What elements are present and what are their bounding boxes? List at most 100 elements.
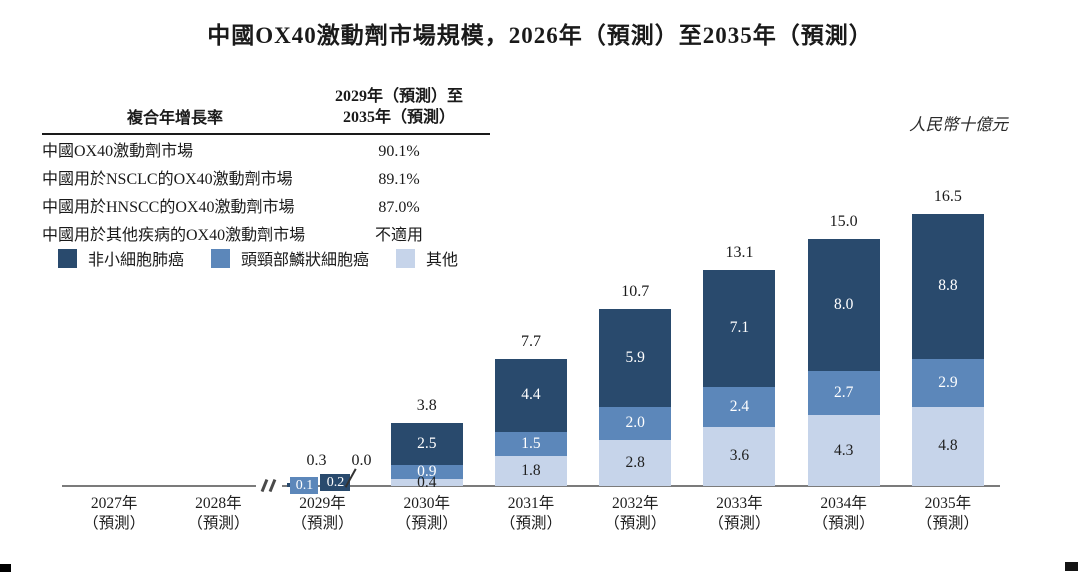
x-axis-label: 2027年 （預測） — [83, 495, 146, 532]
row-value: 89.1% — [378, 171, 420, 188]
bar-segment: 4.4 — [494, 358, 567, 432]
bar-segment: 2.8 — [599, 439, 672, 486]
cagr-period-line2: 2035年（預測） — [342, 109, 455, 126]
legend-swatch-icon — [211, 248, 231, 268]
bar-segment-label: 4.4 — [521, 386, 541, 404]
bar-total-label: 7.7 — [520, 332, 541, 350]
scan-artifact-bottom-left — [0, 564, 11, 572]
bar-segment: 1.5 — [494, 431, 567, 457]
table-row: 中國用於HNSCC的OX40激動劑市場 87.0% — [42, 196, 490, 219]
cagr-column-header: 複合年增長率 — [126, 110, 223, 127]
legend-label: 非小細胞肺癌 — [88, 252, 185, 269]
bar-segment: 8.0 — [807, 238, 880, 371]
bar-segment-label: 0.4 — [417, 473, 437, 491]
callout-chip-nsclc: 0.2 — [320, 474, 351, 491]
table-row: 中國OX40激動劑市場 90.1% — [42, 140, 490, 163]
cagr-period-line1: 2029年（預測）至 — [334, 88, 463, 105]
bar-segment-label: 2.4 — [729, 397, 750, 415]
bar-total-label: 15.0 — [829, 212, 858, 230]
axis-break-icon — [256, 479, 282, 493]
chart-column: 2035年 （預測） 8.8 2.9 4.8 16.5 — [896, 180, 1000, 532]
legend-item-nsclc: 非小細胞肺癌 — [58, 246, 184, 270]
bar-segment-label: 4.8 — [938, 437, 958, 455]
legend-swatch-icon — [396, 248, 416, 268]
x-axis-label: 2031年 （預測） — [499, 495, 562, 532]
bar-segment: 2.7 — [807, 370, 880, 416]
bar-stack: 7.1 2.4 3.6 — [703, 269, 776, 486]
bar-segment-label: 2.9 — [938, 373, 958, 391]
cagr-period-header: 2029年（預測）至 2035年（預測） — [308, 86, 490, 128]
bar-segment-label: 7.1 — [729, 319, 750, 337]
chart-title: 中國OX40激動劑市場規模，2026年（預測）至2035年（預測） — [207, 23, 873, 48]
cagr-table: 複合年增長率 2029年（預測）至 2035年（預測） 中國OX40激動劑市場 … — [42, 86, 490, 247]
bar-segment: 2.5 — [390, 423, 463, 465]
row-value: 90.1% — [378, 143, 420, 160]
legend-swatch-icon — [58, 248, 77, 268]
bar-total-label: 10.7 — [621, 283, 650, 301]
bar-segment: 8.8 — [911, 213, 984, 359]
legend-item-hnscc: 頭頸部鱗狀細胞癌 — [211, 246, 369, 270]
row-label: 中國用於NSCLC的OX40激動劑市場 — [42, 171, 293, 188]
bar-segment: 0.4 — [390, 474, 463, 491]
bar-segment-label: 0.9 — [417, 462, 437, 480]
bar-segment-label: 1.5 — [521, 434, 541, 452]
bar-segment-label: 2.8 — [625, 453, 645, 471]
unit-label: 人民幣十億元 — [909, 115, 1008, 134]
scan-artifact-bottom-right — [1065, 562, 1078, 571]
bar-stack: 8.8 2.9 4.8 — [911, 213, 984, 486]
x-axis-label: 2033年 （預測） — [708, 495, 771, 532]
bar-segment: 2.0 — [599, 406, 672, 440]
bar-segment-label: 8.8 — [938, 277, 958, 295]
bar-segment: 4.3 — [807, 415, 880, 486]
legend-item-other: 其他 — [396, 246, 458, 270]
row-value: 87.0% — [378, 199, 420, 216]
legend-label: 其他 — [426, 252, 459, 269]
table-row: 中國用於其他疾病的OX40激動劑市場 不適用 — [42, 224, 490, 247]
x-axis-label: 2029年 （預測） — [291, 495, 354, 532]
bar-segment-label: 8.0 — [833, 295, 854, 313]
chart-column: 2034年 （預測） 8.0 2.7 4.3 15.0 — [792, 180, 896, 532]
bar-segment: 3.6 — [703, 426, 776, 486]
bar-segment-label: 2.7 — [833, 383, 854, 401]
chart-legend: 非小細胞肺癌 頭頸部鱗狀細胞癌 其他 — [58, 246, 458, 270]
chart-column: 2028年 （預測） — [166, 180, 270, 532]
chart-column: 2033年 （預測） 7.1 2.4 3.6 13.1 — [687, 180, 791, 532]
x-axis-label: 2028年 （預測） — [187, 495, 250, 532]
bar-stack: 4.4 1.5 1.8 — [494, 358, 567, 486]
bar-segment: 0.9 — [390, 462, 463, 480]
x-axis-line — [62, 485, 1000, 487]
row-label: 中國用於其他疾病的OX40激動劑市場 — [42, 227, 306, 244]
x-axis-label: 2030年 （預測） — [395, 495, 458, 532]
x-axis-label: 2032年 （預測） — [604, 495, 667, 532]
cagr-table-header: 複合年增長率 2029年（預測）至 2035年（預測） — [42, 86, 490, 135]
chart-column: 2029年 （預測） 0.1 0.2 0.0 0.3 — [270, 180, 374, 532]
row-value: 不適用 — [374, 227, 423, 244]
bar-stack: 8.0 2.7 4.3 — [807, 238, 880, 486]
x-axis-label: 2034年 （預測） — [812, 495, 875, 532]
x-axis-label: 2035年 （預測） — [916, 495, 979, 532]
chart-column: 2031年 （預測） 4.4 1.5 1.8 7.7 — [479, 180, 583, 532]
chart-column: 2032年 （預測） 5.9 2.0 2.8 10.7 — [583, 180, 687, 532]
bar-segment: 2.4 — [703, 387, 776, 427]
other-zero-label: 0.0 — [351, 452, 372, 469]
table-row: 中國用於NSCLC的OX40激動劑市場 89.1% — [42, 168, 490, 191]
row-label: 中國用於HNSCC的OX40激動劑市場 — [42, 199, 295, 216]
plot-area: 2027年 （預測） 2028年 （預測） 2029年 （預測） 0.1 0.2 0.0 0.3 2… — [62, 180, 1000, 532]
bar-segment: 5.9 — [599, 309, 672, 407]
callout-chip-hnscc: 0.1 — [290, 477, 319, 494]
bar-segment: 4.8 — [911, 406, 984, 486]
bar-stack: 5.9 2.0 2.8 — [599, 309, 672, 486]
bar-segment-label: 2.0 — [625, 414, 645, 432]
chart-column: 2030年 （預測） 2.5 0.9 0.4 3.8 — [375, 180, 479, 532]
chart-column: 2027年 （預測） — [62, 180, 166, 532]
bar-total-label: 3.8 — [416, 397, 437, 415]
bar-segment: 7.1 — [703, 269, 776, 388]
bar-segment-label: 2.5 — [417, 434, 437, 452]
bar-segment-label: 4.3 — [833, 441, 854, 459]
bar-segment: 1.8 — [494, 456, 567, 486]
bar-segment-label: 1.8 — [521, 462, 541, 480]
bar-segment: 2.9 — [911, 358, 984, 407]
bar-total-label: 0.3 — [306, 452, 327, 469]
legend-label: 頭頸部鱗狀細胞癌 — [241, 252, 370, 269]
